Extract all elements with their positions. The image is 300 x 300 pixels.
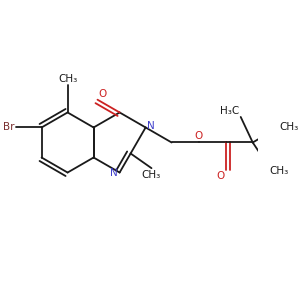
- Text: O: O: [216, 171, 224, 181]
- Text: H₃C: H₃C: [220, 106, 239, 116]
- Text: N: N: [110, 167, 118, 178]
- Text: CH₃: CH₃: [58, 74, 77, 84]
- Text: Br: Br: [3, 122, 15, 133]
- Text: CH₃: CH₃: [280, 122, 299, 133]
- Text: N: N: [147, 121, 154, 131]
- Text: CH₃: CH₃: [142, 170, 161, 180]
- Text: CH₃: CH₃: [269, 166, 288, 176]
- Text: O: O: [99, 89, 107, 99]
- Text: O: O: [194, 131, 203, 141]
